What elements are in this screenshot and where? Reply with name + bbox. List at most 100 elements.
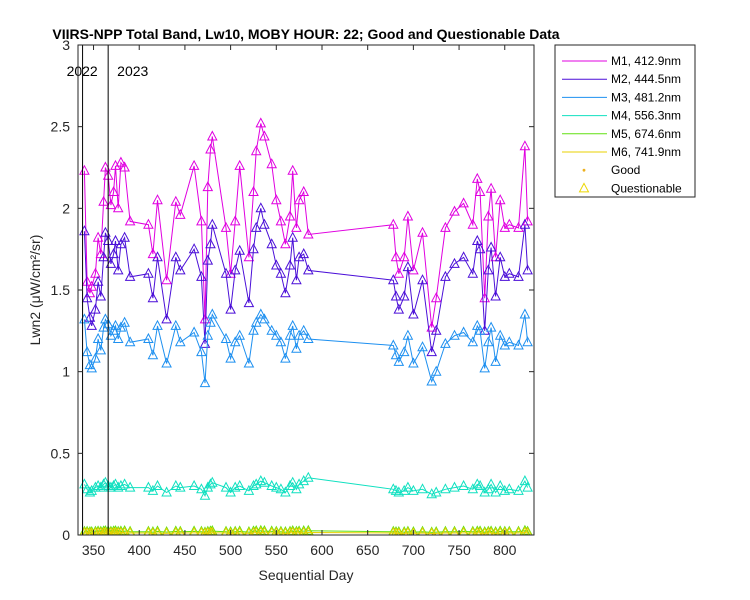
data-point xyxy=(430,292,442,303)
data-point xyxy=(490,290,501,301)
data-point xyxy=(390,349,402,360)
data-point xyxy=(398,346,410,357)
data-point xyxy=(95,481,107,492)
data-point xyxy=(441,526,450,535)
x-tick-label: 550 xyxy=(265,542,289,558)
data-point xyxy=(225,303,236,314)
data-point xyxy=(248,243,259,254)
data-point xyxy=(84,486,96,497)
data-point xyxy=(287,476,299,487)
data-point xyxy=(229,264,241,275)
data-point xyxy=(174,264,186,275)
data-point xyxy=(520,526,530,535)
data-point xyxy=(259,476,270,487)
data-point xyxy=(485,182,497,193)
data-point xyxy=(225,486,236,497)
data-point xyxy=(519,475,531,486)
data-point xyxy=(458,479,469,490)
data-point xyxy=(467,218,479,229)
data-point xyxy=(440,270,451,281)
data-point xyxy=(480,527,489,535)
data-point xyxy=(284,329,296,340)
data-point xyxy=(112,202,124,213)
data-point xyxy=(408,484,419,495)
year-marker-label: 2023 xyxy=(117,63,148,79)
data-point xyxy=(196,215,207,226)
data-point xyxy=(280,352,291,363)
data-point xyxy=(175,525,186,535)
data-point xyxy=(398,290,410,301)
data-point xyxy=(229,215,241,226)
data-point xyxy=(266,324,278,335)
data-point xyxy=(449,205,460,216)
data-point xyxy=(161,486,172,497)
data-point xyxy=(161,357,172,368)
data-point xyxy=(417,341,428,352)
data-point xyxy=(143,332,154,343)
data-point xyxy=(220,332,232,343)
data-point xyxy=(110,319,121,330)
data-point xyxy=(430,486,442,497)
plot-area xyxy=(78,45,534,535)
data-point xyxy=(115,479,127,490)
data-point xyxy=(391,527,401,535)
data-point xyxy=(430,365,442,376)
data-point xyxy=(458,251,469,262)
data-point xyxy=(248,324,259,335)
y-tick-label: 2 xyxy=(62,200,70,216)
data-point xyxy=(188,479,200,490)
data-point xyxy=(86,484,98,495)
x-tick-label: 750 xyxy=(447,542,471,558)
data-point xyxy=(103,526,113,535)
legend-entry: M6, 741.9nm xyxy=(611,145,681,159)
data-point xyxy=(280,486,291,497)
data-point xyxy=(471,319,483,330)
data-point xyxy=(86,319,98,330)
legend-entry: M4, 556.3nm xyxy=(611,109,681,123)
data-point xyxy=(393,355,405,366)
data-point xyxy=(199,313,211,324)
data-point xyxy=(479,362,491,373)
data-point xyxy=(85,527,94,535)
data-point xyxy=(287,164,299,175)
data-point xyxy=(162,527,171,535)
series-line-2 xyxy=(83,208,529,353)
data-point xyxy=(402,261,414,272)
data-point xyxy=(84,287,96,298)
data-point xyxy=(482,264,494,275)
data-point xyxy=(270,194,282,205)
data-point xyxy=(206,476,218,487)
data-point xyxy=(255,117,267,128)
data-point xyxy=(471,172,483,183)
data-point xyxy=(170,195,182,206)
data-point xyxy=(485,478,497,489)
data-point xyxy=(188,159,200,170)
data-point xyxy=(482,210,494,221)
data-point xyxy=(81,292,93,303)
data-point xyxy=(403,526,413,535)
data-point xyxy=(417,483,428,494)
data-point xyxy=(250,145,262,156)
data-point xyxy=(288,526,298,535)
data-point xyxy=(188,243,200,254)
data-point xyxy=(255,308,267,319)
data-point xyxy=(484,526,493,535)
data-point xyxy=(90,303,101,314)
data-point xyxy=(85,526,95,535)
data-point xyxy=(394,527,403,535)
data-point xyxy=(92,231,104,242)
data-point xyxy=(293,251,305,262)
data-point xyxy=(206,308,218,319)
data-point xyxy=(275,483,287,494)
data-point xyxy=(440,483,451,494)
data-point xyxy=(393,303,405,314)
data-point xyxy=(440,221,451,232)
data-point xyxy=(387,274,399,285)
data-point xyxy=(115,156,127,167)
data-point xyxy=(93,526,103,535)
data-point xyxy=(449,257,460,268)
data-point xyxy=(250,221,262,232)
data-point xyxy=(494,251,506,262)
data-point xyxy=(426,375,438,386)
x-axis-label: Sequential Day xyxy=(259,567,354,583)
